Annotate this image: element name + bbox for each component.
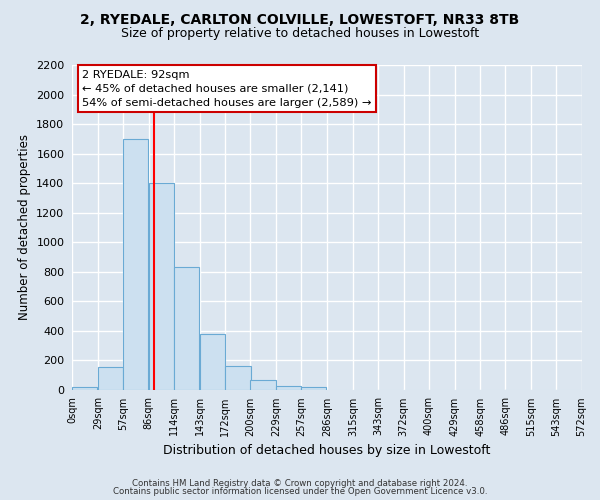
Bar (174, 268, 199, 390)
X-axis label: Distribution of detached houses by size in Lowestoft: Distribution of detached houses by size … (163, 444, 491, 457)
Text: Size of property relative to detached houses in Lowestoft: Size of property relative to detached ho… (121, 28, 479, 40)
Bar (226, 366, 251, 390)
Bar (301, 387, 326, 390)
Bar (149, 183, 174, 390)
Bar (250, 380, 275, 390)
Text: Contains public sector information licensed under the Open Government Licence v3: Contains public sector information licen… (113, 487, 487, 496)
Text: 2 RYEDALE: 92sqm
← 45% of detached houses are smaller (2,141)
54% of semi-detach: 2 RYEDALE: 92sqm ← 45% of detached house… (82, 70, 371, 108)
Bar (277, 386, 301, 390)
Text: 2, RYEDALE, CARLTON COLVILLE, LOWESTOFT, NR33 8TB: 2, RYEDALE, CARLTON COLVILLE, LOWESTOFT,… (80, 12, 520, 26)
Bar (98, 367, 123, 390)
Bar (200, 334, 225, 390)
Bar (72, 387, 97, 390)
Y-axis label: Number of detached properties: Number of detached properties (17, 134, 31, 320)
Bar (123, 139, 148, 390)
Text: Contains HM Land Registry data © Crown copyright and database right 2024.: Contains HM Land Registry data © Crown c… (132, 478, 468, 488)
